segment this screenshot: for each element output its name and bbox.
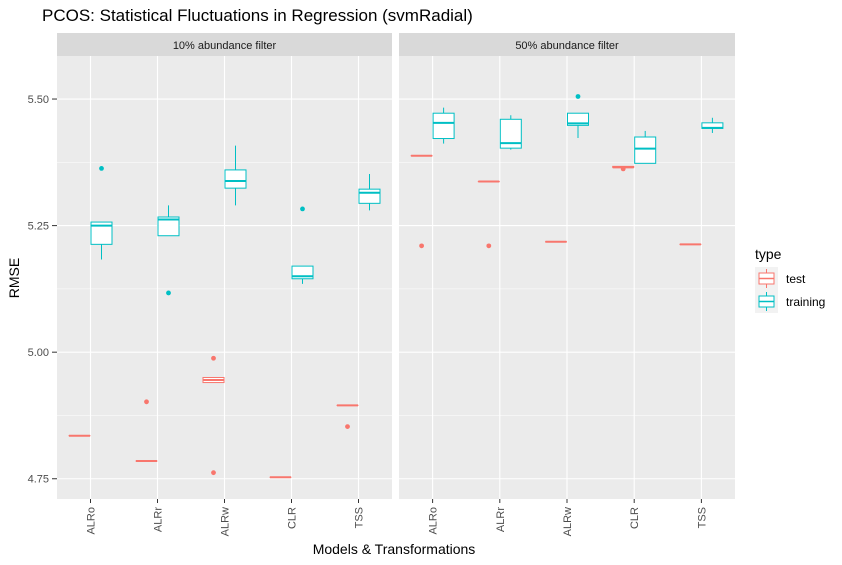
- y-axis-title: RMSE: [6, 258, 22, 298]
- y-tick-label: 4.75: [28, 474, 49, 486]
- x-tick-label: ALRo: [428, 507, 440, 535]
- x-tick-label: CLR: [287, 507, 299, 529]
- panel-marks-50pct: [410, 94, 724, 249]
- x-tick-label: ALRw: [562, 507, 574, 536]
- panel-strip-label-10pct: 10% abundance filter: [173, 40, 277, 52]
- boxplot-training-alrr: [499, 115, 522, 150]
- x-tick-label: TSS: [354, 507, 366, 528]
- boxplot-test-alrr: [477, 180, 500, 249]
- x-tick-label: ALRw: [220, 507, 232, 536]
- boxplot-test-alro: [410, 154, 433, 249]
- box: [358, 188, 381, 204]
- panel-grid-10pct: [57, 56, 392, 499]
- panel-strip-label-50pct: 50% abundance filter: [515, 40, 619, 52]
- boxplot-training-alrw: [567, 94, 589, 139]
- boxplot-training-tss: [358, 173, 381, 211]
- panel-strip-10pct: [57, 33, 392, 56]
- box: [224, 169, 247, 189]
- legend-title: type: [755, 246, 782, 262]
- y-axis: 4.75 5.00 5.25 5.50: [28, 94, 57, 486]
- box: [90, 221, 113, 245]
- boxplot-test-clr: [612, 165, 635, 172]
- legend: type test training: [755, 246, 825, 313]
- boxplot-training-clr: [634, 130, 657, 164]
- boxplot-training-clr: [291, 206, 314, 284]
- boxplot-test-tss: [336, 404, 359, 430]
- outlier-point: [99, 165, 104, 171]
- boxplot-training-tss: [701, 117, 724, 133]
- outlier-point: [300, 206, 305, 212]
- x-tick-label: ALRo: [86, 507, 98, 535]
- outlier-point: [166, 290, 171, 296]
- y-tick-label: 5.50: [28, 94, 49, 106]
- box: [567, 112, 589, 126]
- outlier-point: [620, 166, 626, 172]
- outlier-point: [211, 470, 216, 476]
- y-tick-label: 5.25: [28, 221, 49, 233]
- x-tick-label: ALRr: [495, 507, 507, 532]
- boxplot-training-alrr: [157, 205, 180, 296]
- x-axis: ALRo ALRr ALRw CLR TSS ALRo ALRr ALRw CLR TSS: [86, 499, 708, 536]
- boxplot-training-alro: [90, 165, 113, 260]
- outlier-point: [486, 243, 492, 249]
- legend-label-training: training: [786, 295, 825, 309]
- panel-grid-50pct: [399, 56, 735, 499]
- x-axis-title: Models & Transformations: [313, 541, 476, 557]
- outlier-point: [419, 243, 424, 249]
- outlier-point: [575, 94, 581, 99]
- box: [157, 216, 180, 237]
- panel-marks-10pct: [68, 145, 381, 479]
- legend-label-test: test: [786, 272, 806, 286]
- box: [432, 112, 455, 140]
- boxplot-test-alrr: [135, 399, 158, 463]
- x-tick-label: ALRr: [153, 507, 165, 532]
- outlier-point: [144, 399, 149, 405]
- boxplot-training-alrw: [224, 145, 247, 206]
- legend-key-test: test: [755, 267, 806, 290]
- panel-strip-50pct: [399, 33, 735, 56]
- y-tick-label: 5.00: [28, 347, 49, 359]
- box: [634, 136, 657, 164]
- x-tick-label: TSS: [696, 507, 708, 528]
- legend-key-training: training: [755, 290, 825, 313]
- box: [499, 118, 522, 149]
- x-tick-label: CLR: [629, 507, 641, 529]
- chart-title: PCOS: Statistical Fluctuations in Regres…: [42, 6, 473, 25]
- outlier-point: [211, 355, 216, 361]
- outlier-point: [345, 424, 350, 430]
- boxplot-training-alro: [432, 107, 455, 144]
- boxplot-test-alrw: [202, 355, 225, 476]
